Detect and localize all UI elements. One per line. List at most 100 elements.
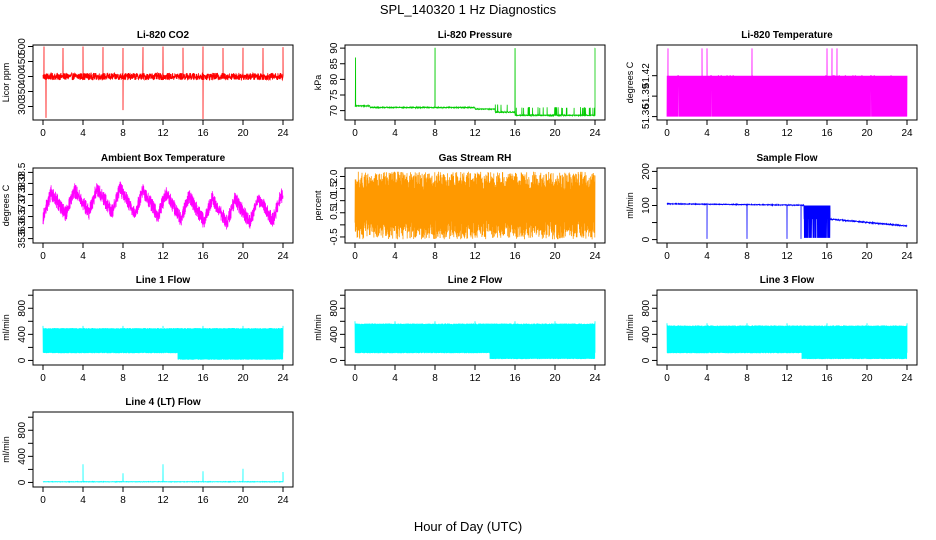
y-tick-label: 51.36	[641, 104, 652, 129]
x-tick-label: 8	[744, 128, 750, 139]
panel-title: Line 2 Flow	[448, 275, 503, 286]
x-axis-label: Hour of Day (UTC)	[414, 519, 522, 534]
y-tick-label: 200	[641, 163, 652, 180]
y-tick-label: 37.0	[17, 195, 28, 215]
y-tick-label: 350	[17, 83, 28, 100]
y-tick-label: 300	[17, 98, 28, 115]
x-tick-label: 12	[781, 128, 793, 139]
y-tick-label: 2.0	[329, 169, 340, 183]
x-tick-label: 24	[277, 495, 289, 506]
y-axis-label: degrees C	[625, 61, 635, 103]
x-tick-label: 4	[704, 373, 710, 384]
x-tick-label: 0	[40, 251, 46, 262]
x-tick-label: 0	[352, 128, 358, 139]
x-tick-label: 16	[509, 128, 521, 139]
x-tick-label: 16	[197, 251, 209, 262]
y-tick-label: 36.0	[17, 217, 28, 237]
series-line	[666, 323, 908, 360]
series-line	[354, 321, 596, 360]
y-tick-label: 800	[17, 421, 28, 438]
y-tick-label: 35.5	[17, 228, 28, 248]
y-tick-label: 36.5	[17, 206, 28, 226]
panel-5: Sample Flow 0 4 8 12 16 20 24 0 100 200 ml/min	[625, 153, 918, 262]
panel-6: Line 1 Flow 0 4 8 12 16 20 24 0 400 800 ml/min	[1, 275, 294, 384]
x-tick-label: 24	[589, 373, 601, 384]
x-tick-label: 4	[80, 128, 86, 139]
x-tick-label: 12	[469, 251, 481, 262]
series-line	[666, 48, 908, 117]
y-tick-label: 37.5	[17, 184, 28, 204]
x-tick-label: 20	[861, 128, 873, 139]
panel-1: Li-820 Pressure 0 4 8 12 16 20 24 70 75 80 85 90 kPa	[313, 30, 606, 139]
x-tick-label: 4	[392, 373, 398, 384]
y-tick-label: 0	[641, 357, 652, 363]
panel-title: Line 3 Flow	[760, 275, 815, 286]
x-tick-label: 0	[664, 373, 670, 384]
x-tick-label: 0	[664, 251, 670, 262]
x-tick-label: 12	[469, 128, 481, 139]
x-tick-label: 24	[589, 128, 601, 139]
x-tick-label: 24	[277, 128, 289, 139]
series-line	[42, 181, 284, 230]
series-line	[42, 464, 284, 484]
y-axis-label: Licor ppm	[1, 63, 11, 103]
panel-title: Li-820 Pressure	[438, 30, 513, 41]
y-tick-label: 1.5	[329, 181, 340, 195]
x-tick-label: 8	[120, 495, 126, 506]
y-tick-label: 400	[17, 448, 28, 465]
series-line	[42, 325, 284, 360]
y-tick-label: 70	[329, 105, 340, 117]
x-tick-label: 20	[237, 495, 249, 506]
x-tick-label: 16	[197, 128, 209, 139]
x-tick-label: 4	[392, 128, 398, 139]
x-tick-label: 20	[861, 251, 873, 262]
x-tick-label: 16	[197, 373, 209, 384]
y-tick-label: 0	[641, 236, 652, 242]
y-axis-label: percent	[313, 190, 323, 221]
series-line	[42, 46, 284, 119]
x-tick-label: 8	[120, 251, 126, 262]
y-tick-label: 400	[17, 68, 28, 85]
x-tick-label: 20	[237, 251, 249, 262]
x-tick-label: 4	[80, 251, 86, 262]
x-tick-label: 12	[157, 251, 169, 262]
y-tick-label: 90	[329, 42, 340, 54]
y-tick-label: 400	[17, 326, 28, 343]
y-tick-label: 800	[641, 299, 652, 316]
y-tick-label: 75	[329, 89, 340, 101]
x-tick-label: 20	[861, 373, 873, 384]
x-tick-label: 24	[901, 128, 913, 139]
x-tick-label: 16	[509, 251, 521, 262]
x-tick-label: 8	[120, 128, 126, 139]
y-tick-label: 100	[641, 197, 652, 214]
x-tick-label: 24	[901, 251, 913, 262]
y-tick-label: 0.5	[329, 205, 340, 219]
x-tick-label: 8	[432, 251, 438, 262]
panel-9: Line 4 (LT) Flow 0 4 8 12 16 20 24 0 400 800 ml/min	[1, 397, 294, 506]
y-tick-label: 400	[329, 326, 340, 343]
x-tick-label: 24	[277, 373, 289, 384]
x-tick-label: 0	[352, 251, 358, 262]
y-axis-label: kPa	[313, 75, 323, 91]
x-tick-label: 12	[469, 373, 481, 384]
panel-title: Line 1 Flow	[136, 275, 191, 286]
y-tick-label: 80	[329, 73, 340, 85]
y-axis-label: ml/min	[1, 314, 11, 341]
x-tick-label: 4	[80, 373, 86, 384]
x-tick-label: 4	[80, 495, 86, 506]
series-line	[354, 171, 596, 240]
panel-title: Gas Stream RH	[439, 153, 512, 164]
x-tick-label: 20	[549, 373, 561, 384]
y-tick-label: 1.0	[329, 193, 340, 207]
series-line	[354, 47, 596, 118]
panel-title: Line 4 (LT) Flow	[125, 397, 201, 408]
x-tick-label: 0	[40, 128, 46, 139]
x-tick-label: 24	[901, 373, 913, 384]
x-tick-label: 12	[781, 251, 793, 262]
y-tick-label: 800	[17, 299, 28, 316]
panel-4: Gas Stream RH 0 4 8 12 16 20 24 -0.5 0.51.01.52.0…	[313, 153, 606, 262]
x-tick-label: 4	[704, 251, 710, 262]
x-tick-label: 12	[157, 128, 169, 139]
y-tick-label: 0	[17, 357, 28, 363]
